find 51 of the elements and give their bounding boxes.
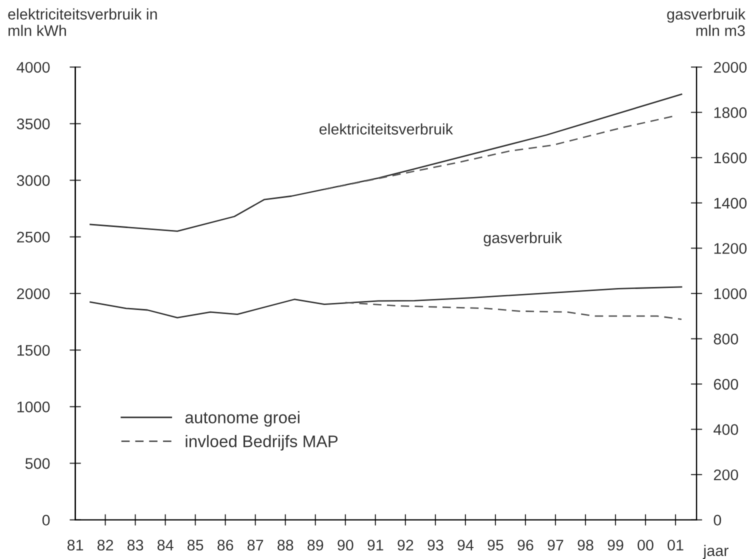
y2-tick-label: 1600 [714, 152, 747, 164]
x-tick-label: 95 [488, 540, 504, 551]
y-tick-label: 1500 [17, 344, 50, 356]
x-tick-label: 85 [188, 540, 204, 551]
x-tick-label: 88 [278, 540, 294, 551]
y-tick-label: 2000 [17, 288, 50, 300]
y2-tick-label: 1000 [714, 288, 747, 300]
y2-tick-label: 600 [714, 378, 738, 390]
x-tick-label: 81 [67, 540, 84, 551]
x-axis-title: jaar [702, 544, 728, 559]
x-tick-label: 92 [398, 540, 414, 551]
y-tick-label: 2500 [17, 232, 50, 243]
y2-tick-label: 1800 [714, 107, 747, 118]
y-tick-label: 500 [25, 458, 50, 469]
x-tick-label: 86 [218, 540, 234, 551]
x-tick-label: 94 [458, 540, 474, 551]
y2-tick-label: 800 [714, 334, 738, 344]
line-series [344, 302, 682, 320]
y-tick-label: 4000 [16, 62, 50, 73]
x-tick-label: 83 [127, 540, 144, 551]
x-tick-label: 84 [158, 540, 174, 551]
x-tick-label: 00 [638, 540, 654, 551]
y-axis-title: elektriciteitsverbruik in mln kWh [8, 8, 157, 36]
y2-tick-label: 0 [714, 514, 722, 526]
x-tick-label: 97 [548, 540, 564, 551]
x-tick-label: 82 [97, 540, 114, 551]
x-tick-label: 93 [428, 540, 444, 551]
x-tick-label: 90 [338, 540, 354, 551]
y2-tick-label: 1200 [714, 243, 747, 254]
line-series [90, 286, 682, 318]
y2-tick-label: 200 [714, 469, 738, 480]
y-tick-label: 3000 [16, 175, 50, 186]
y2-tick-label: 400 [714, 424, 738, 435]
y-tick-label: 1000 [17, 402, 50, 412]
annotation: elektriciteitsverbruik [319, 123, 454, 135]
x-tick-label: 91 [368, 540, 384, 551]
y2-axis-title: gasverbruik mln m3 [667, 8, 746, 36]
y2-tick-label: 2000 [714, 62, 747, 73]
x-tick-label: 01 [668, 540, 684, 551]
annotation: gasverbruik [484, 232, 562, 246]
line-series [90, 94, 682, 232]
y-tick-label: 0 [42, 514, 50, 526]
x-tick-label: 87 [248, 540, 264, 551]
x-tick-label: 99 [608, 540, 624, 551]
y2-tick-label: 1400 [714, 198, 747, 209]
y-tick-label: 3500 [16, 118, 50, 130]
x-tick-label: 96 [518, 540, 534, 551]
x-tick-label: 89 [308, 540, 324, 551]
legend-label: invloed Bedrijfs MAP [186, 435, 338, 451]
x-tick-label: 98 [578, 540, 594, 551]
legend-label: autonome groei [185, 411, 300, 427]
